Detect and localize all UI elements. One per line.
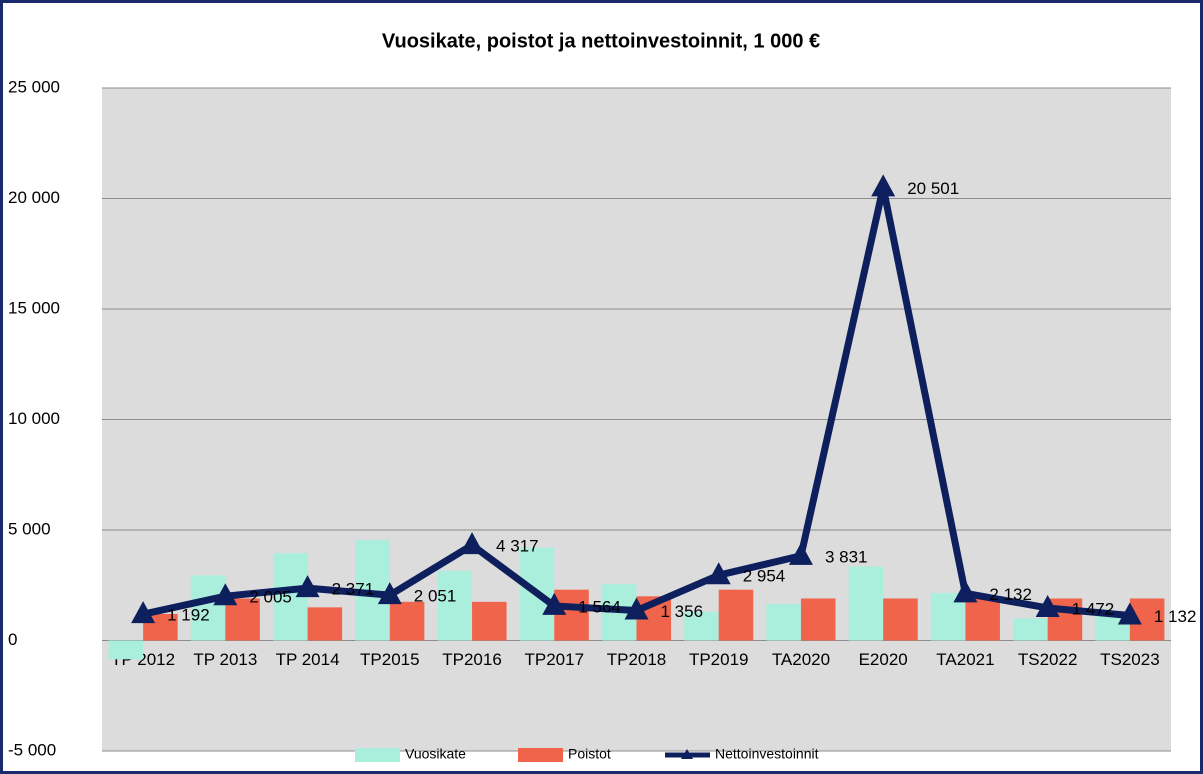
- bar: [554, 589, 589, 641]
- bar: [883, 598, 918, 641]
- data-label: 2 132: [989, 585, 1032, 604]
- x-tick-label: TP 2014: [276, 650, 340, 669]
- y-tick-label: 25 000: [8, 77, 60, 96]
- data-label: 2 954: [743, 567, 786, 586]
- y-tick-label: 5 000: [8, 519, 51, 538]
- y-tick-label: 10 000: [8, 409, 60, 428]
- legend-swatch: [518, 748, 563, 762]
- y-tick-label: 20 000: [8, 188, 60, 207]
- bar: [225, 598, 260, 641]
- marker: [1035, 594, 1060, 617]
- bar: [1013, 618, 1048, 641]
- legend-marker: [681, 749, 693, 759]
- y-tick-label: -5 000: [8, 740, 56, 759]
- data-label: 2 051: [414, 587, 457, 606]
- chart-title: Vuosikate, poistot ja nettoinvestoinnit,…: [382, 30, 820, 52]
- data-label: 1 132: [1154, 607, 1197, 626]
- x-tick-label: TS2022: [1018, 650, 1078, 669]
- data-label: 20 501: [907, 179, 959, 198]
- data-label: 1 356: [661, 602, 704, 621]
- data-label: 1 192: [167, 606, 210, 625]
- x-tick-label: TP 2013: [193, 650, 257, 669]
- marker: [460, 532, 485, 555]
- x-tick-label: TP2015: [360, 650, 420, 669]
- data-label: 4 317: [496, 537, 539, 556]
- x-tick-label: E2020: [859, 650, 908, 669]
- x-tick-label: TP2019: [689, 650, 749, 669]
- y-tick-label: 0: [8, 630, 17, 649]
- x-tick-label: TP2018: [607, 650, 667, 669]
- y-tick-label: 15 000: [8, 298, 60, 317]
- x-tick-label: TP2017: [524, 650, 584, 669]
- marker: [1117, 602, 1142, 625]
- data-label: 1 564: [578, 597, 621, 616]
- x-tick-label: TA2021: [936, 650, 994, 669]
- bar: [965, 598, 1000, 641]
- marker: [542, 592, 567, 615]
- bar: [684, 611, 719, 641]
- x-tick-label: TP2016: [442, 650, 502, 669]
- data-label: 2 005: [249, 588, 292, 607]
- bar: [800, 598, 836, 641]
- marker: [871, 174, 896, 197]
- marker: [131, 601, 156, 624]
- marker: [706, 562, 731, 585]
- bar: [437, 570, 473, 641]
- marker: [788, 542, 813, 565]
- marker: [377, 582, 402, 605]
- x-tick-label: TA2020: [772, 650, 830, 669]
- legend-label: Vuosikate: [405, 746, 466, 762]
- marker: [953, 580, 978, 603]
- bar: [307, 607, 343, 641]
- bar: [108, 640, 144, 660]
- legend-label: Nettoinvestoinnit: [715, 746, 819, 762]
- data-label: 1 472: [1072, 599, 1115, 618]
- bar: [190, 575, 226, 641]
- marker: [213, 583, 238, 606]
- legend-label: Poistot: [568, 746, 611, 762]
- marker: [295, 575, 320, 598]
- data-label: 2 371: [332, 580, 375, 599]
- bar: [472, 601, 507, 641]
- data-label: 3 831: [825, 547, 868, 566]
- marker: [624, 597, 649, 620]
- bar: [848, 566, 884, 641]
- bar: [766, 604, 801, 641]
- bar: [718, 589, 754, 641]
- bar: [389, 601, 425, 641]
- x-tick-label: TS2023: [1100, 650, 1160, 669]
- legend-swatch: [355, 748, 400, 762]
